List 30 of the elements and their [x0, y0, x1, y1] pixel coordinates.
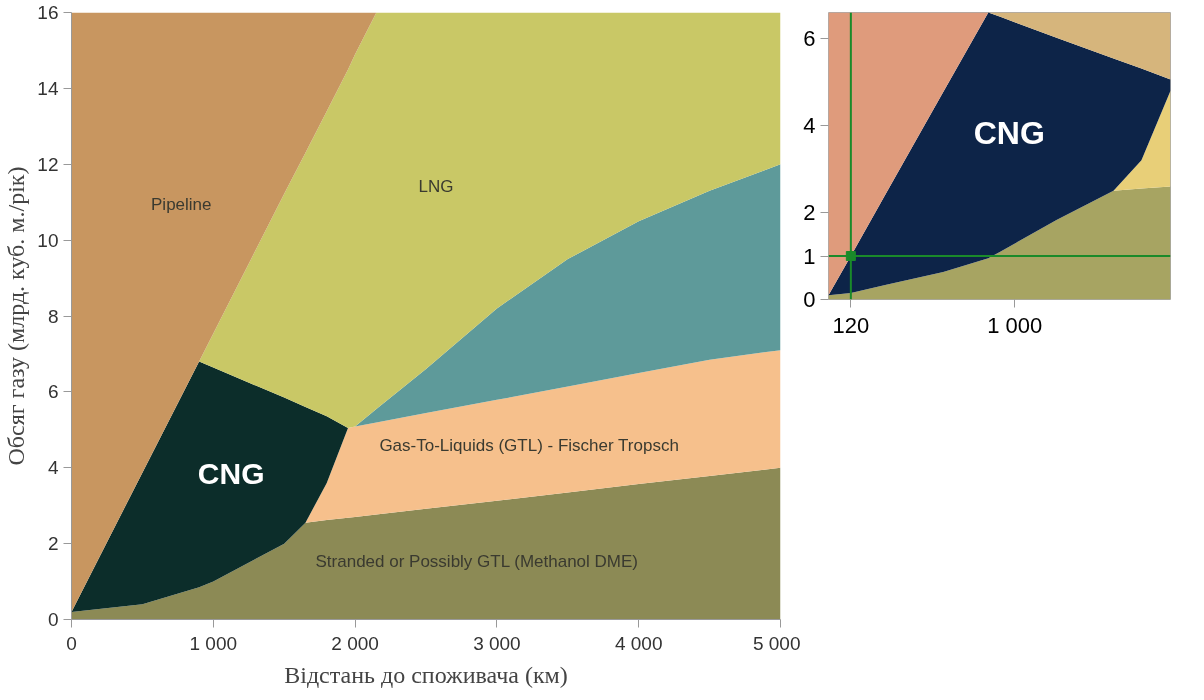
y-tick-label: 6	[803, 26, 816, 52]
y-tick-label: 2	[803, 200, 816, 226]
y-tick-label: 0	[47, 609, 59, 630]
y-tick-label: 4	[803, 113, 816, 139]
x-tick-label: 2 000	[331, 632, 379, 654]
x-axis-title: Відстань до споживача (км)	[284, 661, 568, 688]
x-tick-label: 0	[66, 632, 77, 654]
y-axis-title: Обсяг газу (млрд. куб. м./рік)	[3, 166, 30, 466]
y-tick-label: 4	[47, 457, 59, 479]
x-tick-label: 120	[832, 312, 870, 338]
series-label: CNG	[973, 115, 1045, 152]
y-tick-label: 6	[47, 381, 59, 403]
x-tick-label: 1 000	[189, 632, 238, 654]
y-tick-label: 1	[803, 243, 816, 269]
y-tick-label: 0	[803, 287, 816, 312]
series-label: CNG	[197, 457, 265, 491]
y-tick-label: 10	[37, 229, 59, 251]
series-label: Stranded or Possibly GTL (Methanol DME)	[315, 551, 639, 571]
y-tick-label: 12	[37, 153, 59, 175]
x-tick-label: 3 000	[473, 632, 521, 654]
x-tick-label: 4 000	[614, 632, 663, 654]
x-tick-label: 1 000	[987, 312, 1043, 338]
series-label: Gas-To-Liquids (GTL) - Fischer Tropsch	[379, 435, 679, 455]
y-tick-label: 14	[37, 77, 59, 99]
y-tick-label: 8	[47, 305, 59, 327]
y-tick-label: 16	[37, 2, 59, 23]
series-label: LNG	[418, 177, 454, 197]
x-tick-label: 5 000	[752, 632, 801, 654]
series-label: Pipeline	[151, 195, 212, 214]
y-tick-label: 2	[47, 533, 59, 555]
